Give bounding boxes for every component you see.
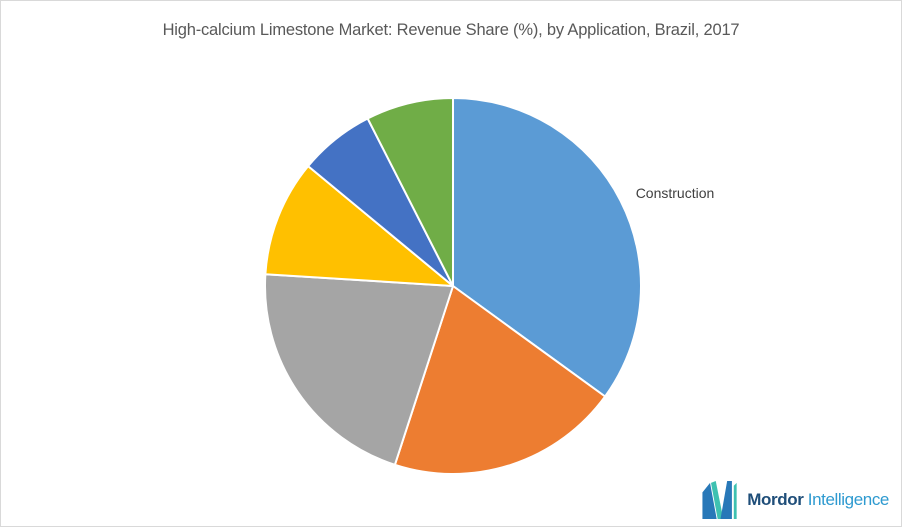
mordor-intelligence-logo: Mordor Intelligence <box>701 481 889 519</box>
chart-title: High-calcium Limestone Market: Revenue S… <box>162 21 740 39</box>
mordor-logo-text: Mordor Intelligence <box>747 490 889 510</box>
pie-slice-5 <box>366 97 454 287</box>
logo-brand-bold: Mordor <box>747 490 804 509</box>
pie-slice-label-0: Construction <box>636 185 715 201</box>
mordor-logo-m-icon <box>702 481 737 519</box>
logo-brand-regular: Intelligence <box>807 490 890 509</box>
pie-slice-0 <box>452 97 642 398</box>
pie-slice-1 <box>393 285 607 475</box>
pie-slice-3 <box>264 165 454 287</box>
pie-slice-2 <box>264 273 454 466</box>
